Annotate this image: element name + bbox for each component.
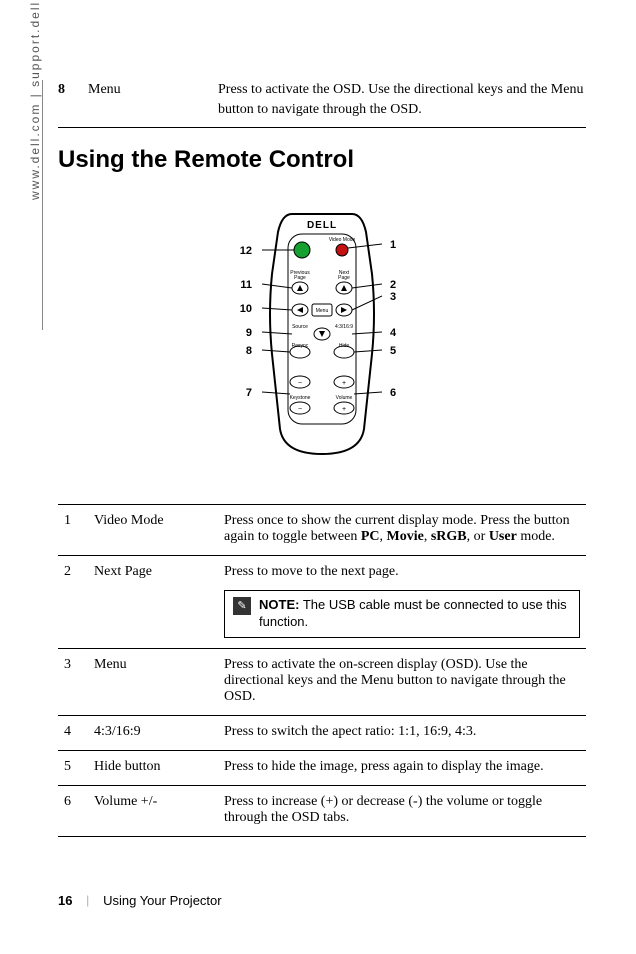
- svg-text:8: 8: [246, 345, 252, 357]
- svg-text:Menu: Menu: [316, 308, 329, 314]
- top-entry-label: Menu: [88, 80, 218, 119]
- row-num: 1: [58, 505, 88, 556]
- note-text: NOTE: The USB cable must be connected to…: [259, 597, 571, 631]
- row-desc: Press to move to the next page.✎NOTE: Th…: [218, 556, 586, 649]
- svg-text:Page: Page: [294, 275, 306, 281]
- page-number: 16: [58, 893, 72, 908]
- note-icon: ✎: [233, 597, 251, 615]
- remote-diagram: DELL Video Mode Previous Page Next Page …: [58, 204, 586, 464]
- row-num: 2: [58, 556, 88, 649]
- sidebar-divider: [42, 80, 43, 330]
- remote-functions-table: 1Video ModePress once to show the curren…: [58, 504, 586, 837]
- top-entry-num: 8: [58, 80, 88, 119]
- divider: [58, 127, 586, 128]
- row-desc: Press to hide the image, press again to …: [218, 750, 586, 785]
- row-num: 5: [58, 750, 88, 785]
- svg-text:Volume: Volume: [336, 395, 353, 401]
- row-desc: Press to activate the on-screen display …: [218, 648, 586, 715]
- svg-text:1: 1: [390, 239, 396, 251]
- row-label: Volume +/-: [88, 785, 218, 836]
- top-entry-row: 8 Menu Press to activate the OSD. Use th…: [58, 80, 586, 119]
- table-row: 3MenuPress to activate the on-screen dis…: [58, 648, 586, 715]
- svg-text:10: 10: [240, 303, 252, 315]
- svg-text:4: 4: [390, 327, 397, 339]
- svg-text:3: 3: [390, 291, 396, 303]
- svg-text:Page: Page: [338, 275, 350, 281]
- svg-text:2: 2: [390, 279, 396, 291]
- row-num: 4: [58, 715, 88, 750]
- remote-svg: DELL Video Mode Previous Page Next Page …: [172, 204, 472, 464]
- note-box: ✎ NOTE: The USB cable must be connected t…: [224, 590, 580, 638]
- svg-text:4:3/16:9: 4:3/16:9: [335, 324, 353, 330]
- svg-text:5: 5: [390, 345, 396, 357]
- top-entry-desc: Press to activate the OSD. Use the direc…: [218, 80, 586, 119]
- row-num: 6: [58, 785, 88, 836]
- row-label: Next Page: [88, 556, 218, 649]
- row-label: Video Mode: [88, 505, 218, 556]
- row-label: Menu: [88, 648, 218, 715]
- footer-section: Using Your Projector: [103, 893, 222, 908]
- footer-separator: |: [86, 892, 89, 908]
- row-desc: Press to increase (+) or decrease (-) th…: [218, 785, 586, 836]
- svg-text:Video Mode: Video Mode: [329, 237, 356, 243]
- svg-text:12: 12: [240, 245, 252, 257]
- svg-text:+: +: [342, 406, 346, 413]
- svg-text:6: 6: [390, 387, 396, 399]
- row-desc: Press to switch the apect ratio: 1:1, 16…: [218, 715, 586, 750]
- row-label: Hide button: [88, 750, 218, 785]
- table-row: 1Video ModePress once to show the curren…: [58, 505, 586, 556]
- table-row: 2Next PagePress to move to the next page…: [58, 556, 586, 649]
- table-row: 5Hide buttonPress to hide the image, pre…: [58, 750, 586, 785]
- svg-text:−: −: [298, 406, 302, 413]
- row-desc: Press once to show the current display m…: [218, 505, 586, 556]
- page-footer: 16 | Using Your Projector: [58, 892, 222, 908]
- svg-text:7: 7: [246, 387, 252, 399]
- brand-logo: DELL: [307, 220, 337, 231]
- table-row: 6Volume +/-Press to increase (+) or decr…: [58, 785, 586, 836]
- svg-text:+: +: [342, 380, 346, 387]
- svg-text:Hide: Hide: [339, 343, 350, 349]
- page-content: 8 Menu Press to activate the OSD. Use th…: [58, 80, 586, 837]
- svg-text:Source: Source: [292, 324, 308, 330]
- svg-text:9: 9: [246, 327, 252, 339]
- table-row: 44:3/16:9Press to switch the apect ratio…: [58, 715, 586, 750]
- row-num: 3: [58, 648, 88, 715]
- section-heading: Using the Remote Control: [58, 146, 586, 174]
- svg-text:Resync: Resync: [292, 343, 309, 349]
- row-label: 4:3/16:9: [88, 715, 218, 750]
- svg-text:Keystone: Keystone: [290, 395, 311, 401]
- svg-text:11: 11: [240, 279, 252, 291]
- svg-text:−: −: [298, 380, 302, 387]
- sidebar-url: www.dell.com | support.dell.com: [28, 0, 42, 200]
